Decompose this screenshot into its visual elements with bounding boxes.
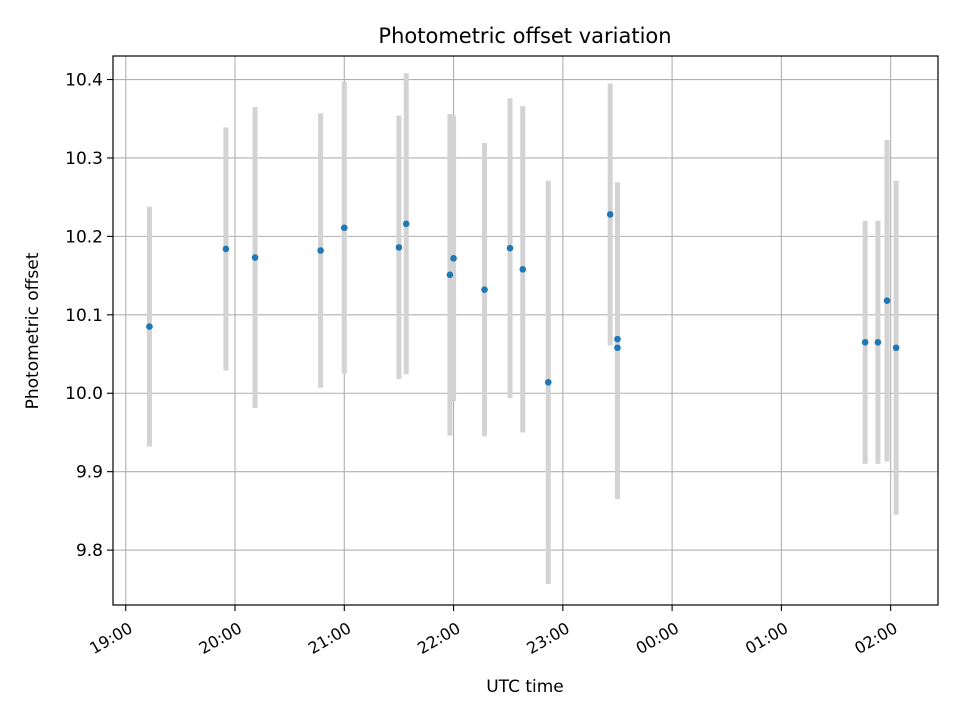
y-axis-label: Photometric offset [23,252,43,409]
data-point [506,244,514,252]
data-point [446,271,454,279]
data-point [614,344,621,352]
y-tick-label: 10.2 [65,227,103,247]
data-point [892,344,900,352]
data-point [251,254,259,261]
data-point [340,224,348,232]
data-point [861,338,869,346]
y-tick-label: 10.1 [65,306,103,326]
y-tick-label: 10.3 [65,149,103,169]
data-point [544,378,552,386]
data-point [222,245,230,253]
data-point [883,297,891,304]
y-tick-label: 9.8 [76,541,103,561]
grid-lines [113,56,938,605]
data-point [146,323,153,330]
data-point [874,338,882,346]
data-point [606,211,614,218]
plot-frame [112,55,939,606]
data-point [519,266,527,273]
y-tick-label: 10.0 [65,384,103,404]
data-points [146,211,900,386]
data-point [395,244,403,251]
x-axis-label: UTC time [486,677,564,697]
data-point [317,247,324,254]
y-tick-label: 10.4 [65,71,103,91]
data-point [614,335,621,343]
data-point [481,286,488,294]
data-point [402,220,410,228]
y-tick-label: 9.9 [76,463,103,483]
chart-title: Photometric offset variation [378,24,671,48]
data-point [450,255,457,262]
